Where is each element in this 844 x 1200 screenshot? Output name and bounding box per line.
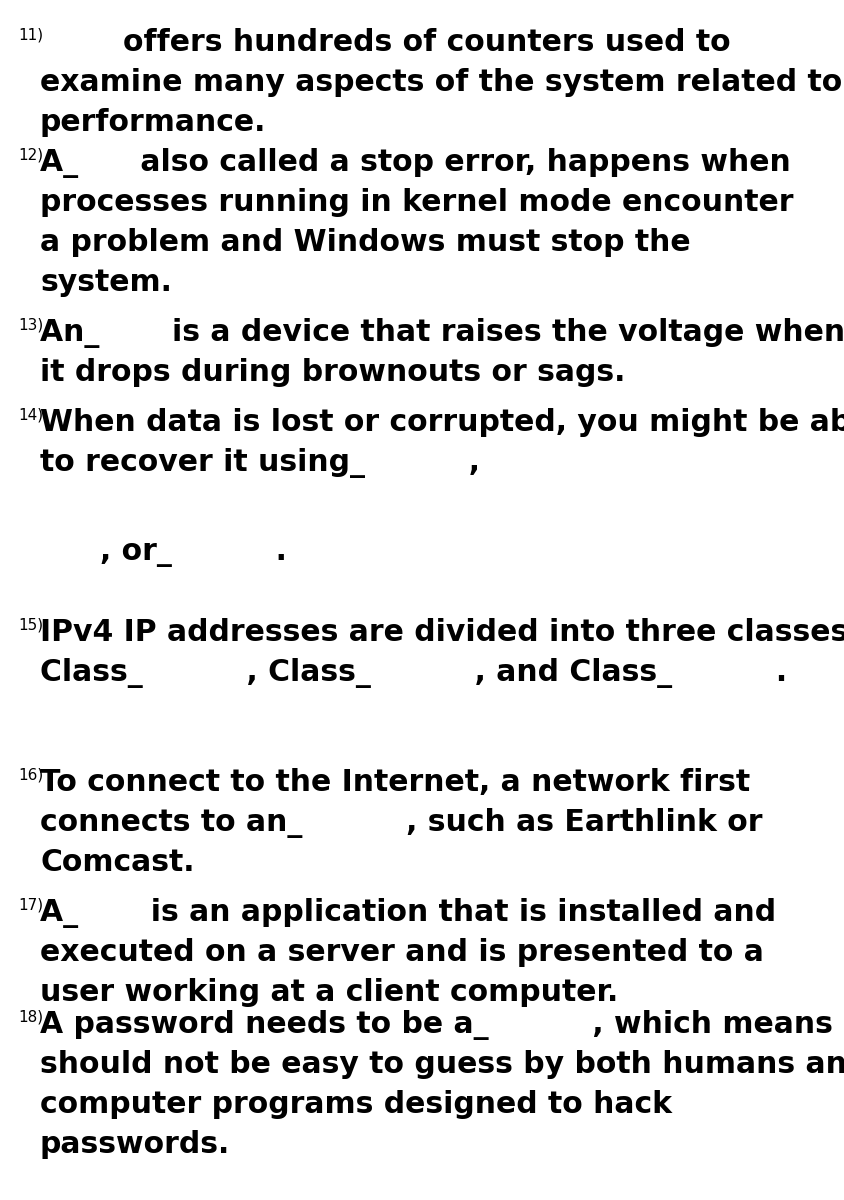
Text: processes running in kernel mode encounter: processes running in kernel mode encount… bbox=[40, 188, 793, 217]
Text: Comcast.: Comcast. bbox=[40, 848, 194, 877]
Text: offers hundreds of counters used to: offers hundreds of counters used to bbox=[40, 28, 731, 56]
Text: 14): 14) bbox=[18, 408, 43, 422]
Text: Class_          , Class_          , and Class_          .: Class_ , Class_ , and Class_ . bbox=[40, 658, 787, 688]
Text: passwords.: passwords. bbox=[40, 1130, 230, 1159]
Text: user working at a client computer.: user working at a client computer. bbox=[40, 978, 619, 1007]
Text: To connect to the Internet, a network first: To connect to the Internet, a network fi… bbox=[40, 768, 750, 797]
Text: system.: system. bbox=[40, 268, 172, 296]
Text: A_      also called a stop error, happens when: A_ also called a stop error, happens whe… bbox=[40, 148, 791, 178]
Text: performance.: performance. bbox=[40, 108, 267, 137]
Text: connects to an_          , such as Earthlink or: connects to an_ , such as Earthlink or bbox=[40, 808, 762, 838]
Text: 15): 15) bbox=[18, 618, 43, 634]
Text: examine many aspects of the system related to: examine many aspects of the system relat… bbox=[40, 68, 842, 97]
Text: IPv4 IP addresses are divided into three classes:: IPv4 IP addresses are divided into three… bbox=[40, 618, 844, 647]
Text: An_       is a device that raises the voltage when: An_ is a device that raises the voltage … bbox=[40, 318, 844, 348]
Text: executed on a server and is presented to a: executed on a server and is presented to… bbox=[40, 938, 764, 967]
Text: 13): 13) bbox=[18, 318, 43, 332]
Text: should not be easy to guess by both humans and: should not be easy to guess by both huma… bbox=[40, 1050, 844, 1079]
Text: 16): 16) bbox=[18, 768, 43, 782]
Text: 12): 12) bbox=[18, 148, 43, 163]
Text: to recover it using_          ,: to recover it using_ , bbox=[40, 448, 480, 478]
Text: When data is lost or corrupted, you might be able: When data is lost or corrupted, you migh… bbox=[40, 408, 844, 437]
Text: computer programs designed to hack: computer programs designed to hack bbox=[40, 1090, 672, 1118]
Text: A_       is an application that is installed and: A_ is an application that is installed a… bbox=[40, 898, 776, 928]
Text: a problem and Windows must stop the: a problem and Windows must stop the bbox=[40, 228, 690, 257]
Text: it drops during brownouts or sags.: it drops during brownouts or sags. bbox=[40, 358, 625, 386]
Text: , or_          .: , or_ . bbox=[100, 538, 287, 566]
Text: A password needs to be a_          , which means it: A password needs to be a_ , which means … bbox=[40, 1010, 844, 1040]
Text: 11): 11) bbox=[18, 28, 43, 43]
Text: 18): 18) bbox=[18, 1010, 43, 1025]
Text: 17): 17) bbox=[18, 898, 43, 913]
